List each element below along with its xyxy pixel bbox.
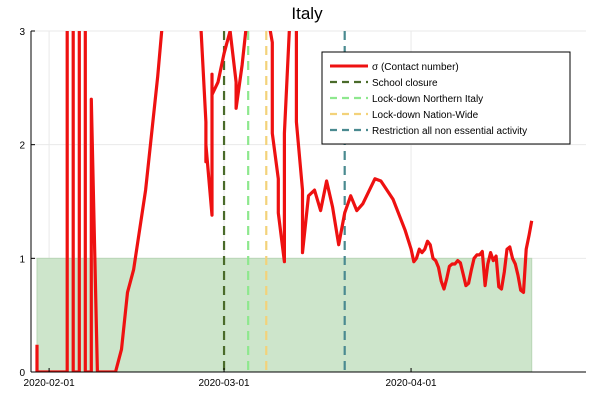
- x-tick-label: 2020-03-01: [198, 378, 250, 389]
- series-lines: [35, 31, 534, 372]
- threshold-band-layer: [36, 257, 533, 373]
- chart-title: Italy: [291, 4, 323, 23]
- legend-label-2: School closure: [372, 78, 438, 89]
- x-tick-label: 2020-02-01: [24, 378, 76, 389]
- legend-label-1: σ (Contact number): [372, 62, 459, 73]
- threshold-band: [36, 257, 533, 373]
- legend-label-3: Lock-down Northern Italy: [372, 94, 483, 105]
- tick-labels: 0 1 2 3 2020-02-01 2020-03-01 2020-04-01: [19, 27, 437, 389]
- y-tick-label: 1: [19, 254, 25, 265]
- x-tick-label: 2020-04-01: [385, 378, 437, 389]
- legend: σ (Contact number) School closure Lock-dow…: [321, 51, 571, 145]
- event-lines: [222, 31, 346, 372]
- y-tick-label: 3: [19, 27, 25, 38]
- axes: [30, 31, 586, 373]
- y-tick-label: 2: [19, 141, 25, 152]
- y-tick-label: 0: [19, 368, 25, 379]
- legend-label-5: Restriction all non essential activity: [372, 126, 527, 137]
- series-line-contact-number: [35, 31, 534, 372]
- legend-label-4: Lock-down Nation-Wide: [372, 110, 479, 121]
